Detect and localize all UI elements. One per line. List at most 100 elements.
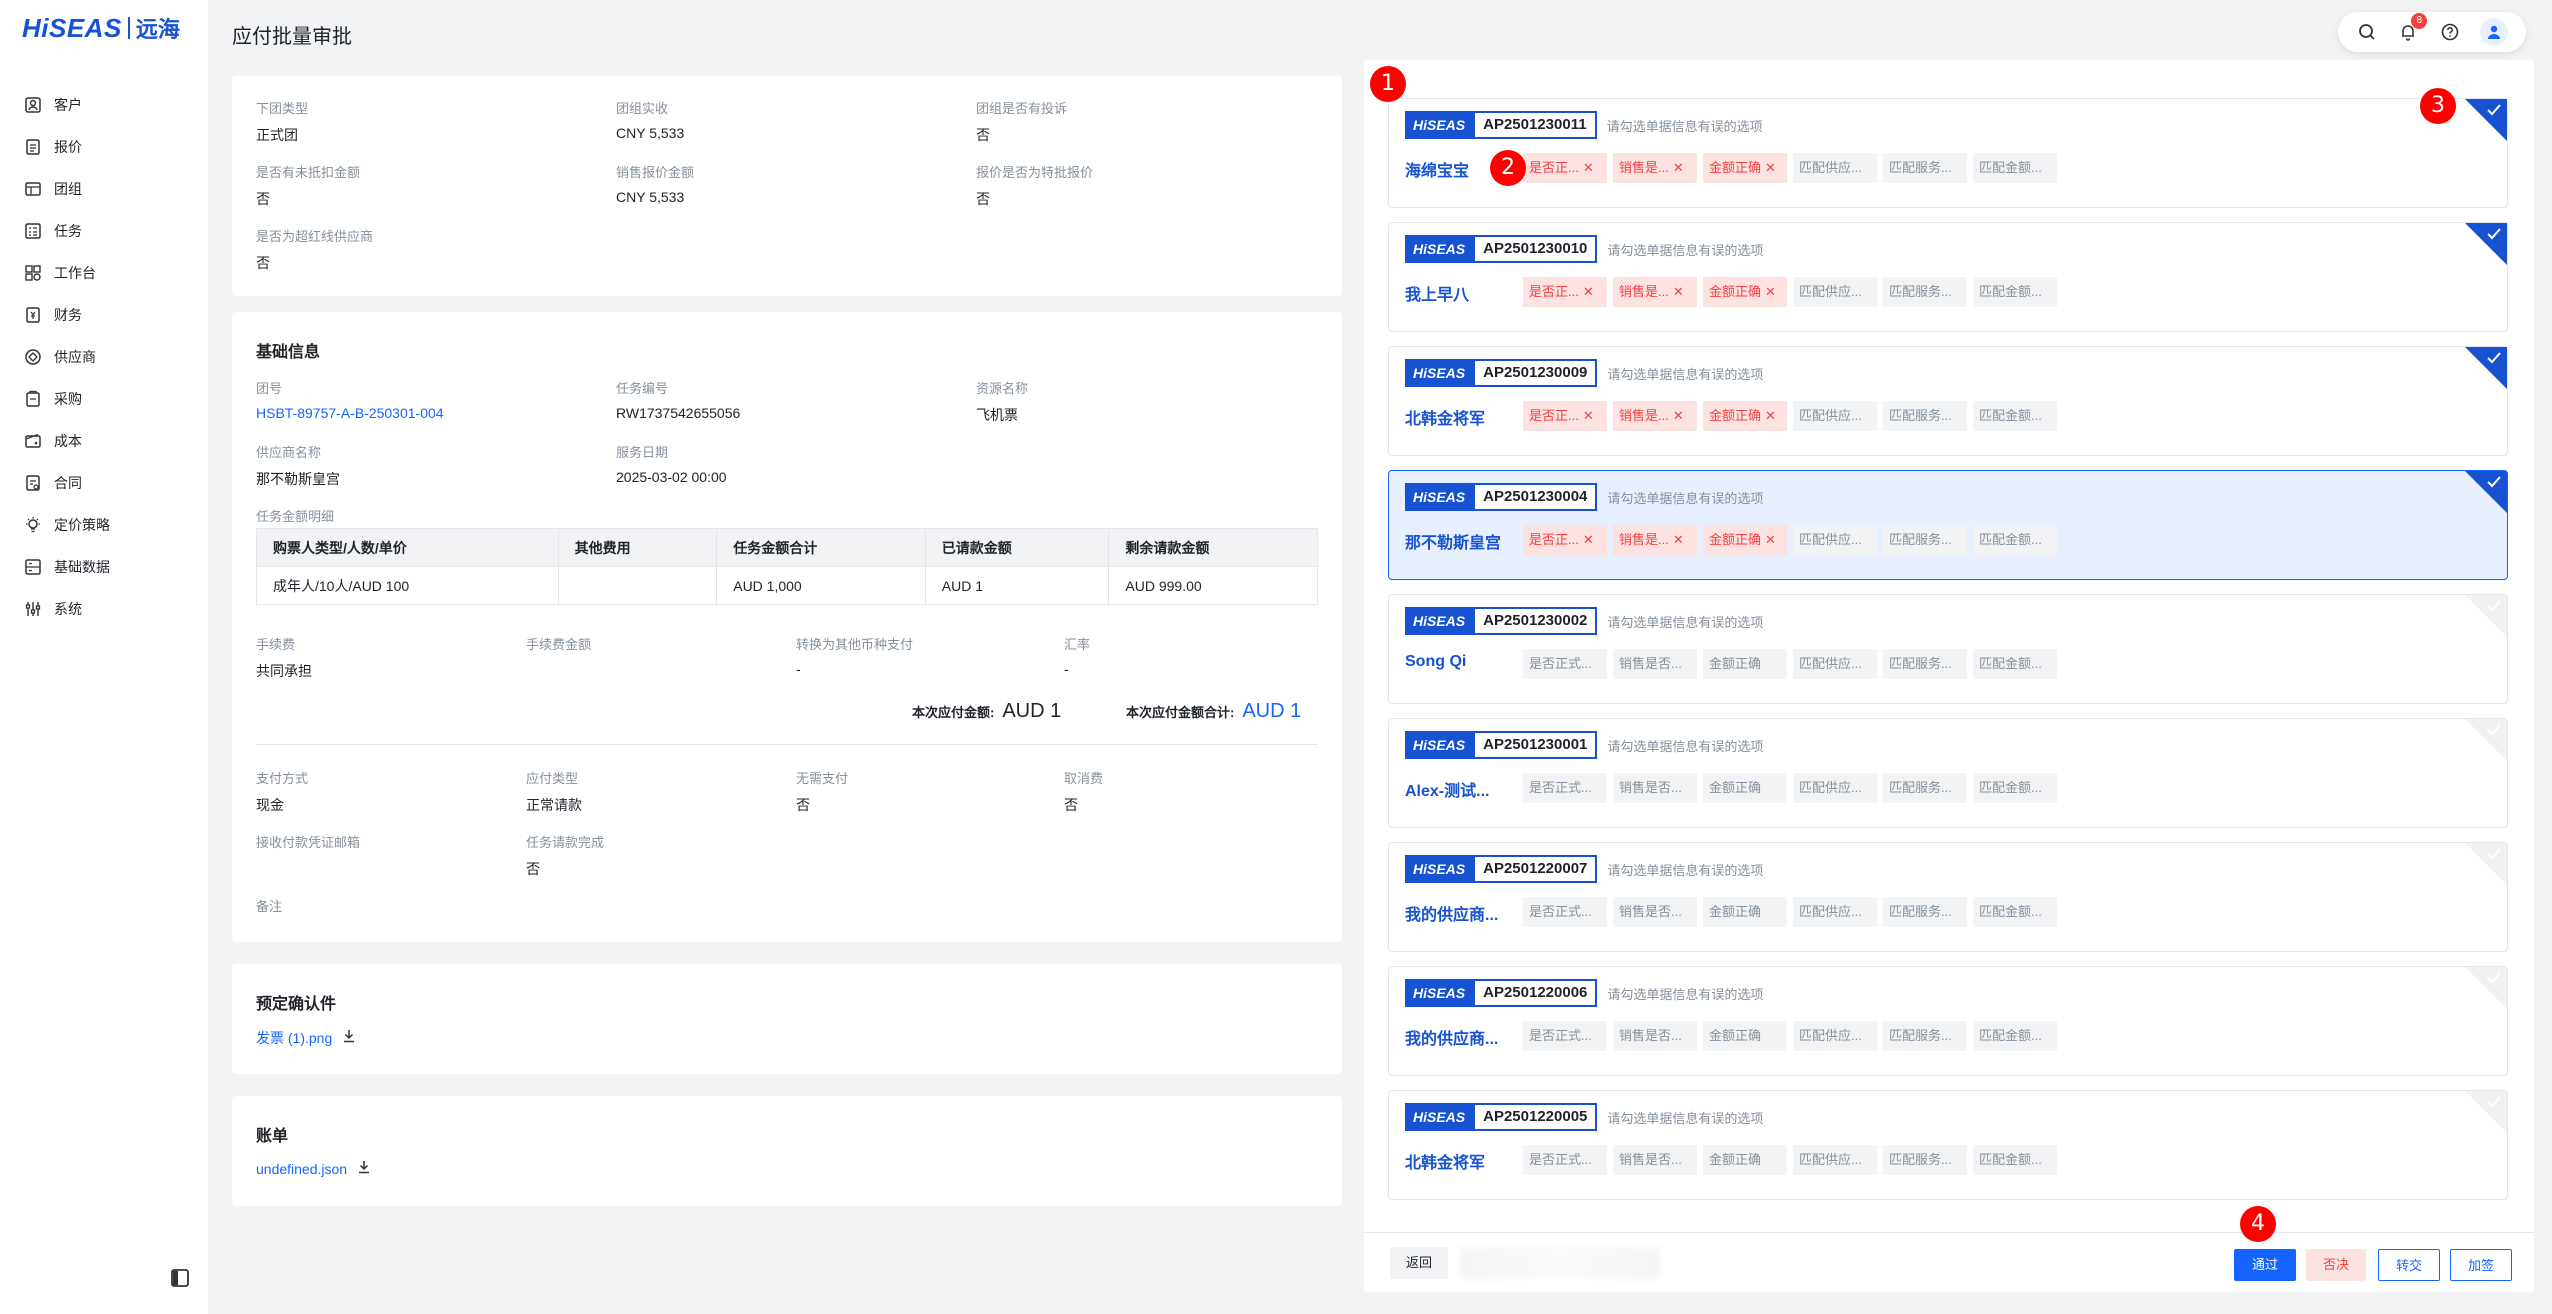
back-button[interactable]: 返回 <box>1390 1247 1448 1279</box>
approval-item[interactable]: HiSEAS AP2501220005 请勾选单据信息有误的选项 北韩金将军 是否正式.… <box>1388 1090 2508 1200</box>
ap-number[interactable]: AP2501230002 <box>1473 607 1598 635</box>
download-icon[interactable] <box>357 1160 371 1178</box>
check-chip[interactable]: 匹配供应... <box>1793 525 1877 555</box>
pass-button[interactable]: 通过 <box>2234 1249 2296 1281</box>
ap-number[interactable]: AP2501230011 <box>1473 111 1597 139</box>
approval-item[interactable]: HiSEAS AP2501230010 请勾选单据信息有误的选项 我上早八 是否正...… <box>1388 222 2508 332</box>
check-chip[interactable]: 匹配金额... <box>1973 649 2057 679</box>
remove-icon[interactable]: ✕ <box>1582 160 1594 175</box>
check-chip[interactable]: 是否正式... <box>1523 649 1607 679</box>
sidebar-item-11[interactable]: 基础数据 <box>24 546 194 588</box>
check-chip[interactable]: 销售是... ✕ <box>1613 277 1697 307</box>
ap-number[interactable]: AP2501230001 <box>1473 731 1598 759</box>
check-chip[interactable]: 匹配供应... <box>1793 649 1877 679</box>
check-chip[interactable]: 是否正式... <box>1523 773 1607 803</box>
check-chip[interactable]: 金额正确 <box>1703 897 1787 927</box>
check-chip[interactable]: 匹配金额... <box>1973 401 2057 431</box>
check-chip[interactable]: 匹配服务... <box>1883 1021 1967 1051</box>
ap-number[interactable]: AP2501220007 <box>1473 855 1598 883</box>
check-chip[interactable]: 匹配金额... <box>1973 897 2057 927</box>
approval-item[interactable]: HiSEAS AP2501230002 请勾选单据信息有误的选项 Song Qi 是否正… <box>1388 594 2508 704</box>
approval-item[interactable]: HiSEAS AP2501220007 请勾选单据信息有误的选项 我的供应商... 是否… <box>1388 842 2508 952</box>
supplier-name[interactable]: Alex-测试... <box>1405 783 1490 800</box>
check-chip[interactable]: 匹配服务... <box>1883 773 1967 803</box>
check-chip[interactable]: 匹配金额... <box>1973 525 2057 555</box>
check-chip[interactable]: 匹配金额... <box>1973 153 2057 183</box>
remove-icon[interactable]: ✕ <box>1582 532 1594 547</box>
remove-icon[interactable]: ✕ <box>1582 408 1594 423</box>
check-chip[interactable]: 金额正确 <box>1703 649 1787 679</box>
check-chip[interactable]: 是否正... ✕ <box>1523 277 1607 307</box>
confirm-file-link[interactable]: 发票 (1).png <box>256 1030 333 1046</box>
check-chip[interactable]: 匹配供应... <box>1793 401 1877 431</box>
approval-item[interactable]: HiSEAS AP2501230009 请勾选单据信息有误的选项 北韩金将军 是否正..… <box>1388 346 2508 456</box>
sidebar-item-5[interactable]: 财务 <box>24 294 194 336</box>
check-chip[interactable]: 匹配服务... <box>1883 897 1967 927</box>
sidebar-item-9[interactable]: 合同 <box>24 462 194 504</box>
check-chip[interactable]: 金额正确 ✕ <box>1703 277 1787 307</box>
sidebar-item-6[interactable]: 供应商 <box>24 336 194 378</box>
check-chip[interactable]: 金额正确 <box>1703 1145 1787 1175</box>
check-chip[interactable]: 匹配供应... <box>1793 1021 1877 1051</box>
logo[interactable]: HiSEAS 远海 <box>22 12 180 44</box>
check-chip[interactable]: 销售是... ✕ <box>1613 401 1697 431</box>
check-chip[interactable]: 是否正式... <box>1523 1145 1607 1175</box>
supplier-name[interactable]: 我的供应商... <box>1405 907 1499 924</box>
supplier-name[interactable]: 我的供应商... <box>1405 1031 1499 1048</box>
check-chip[interactable]: 匹配金额... <box>1973 1145 2057 1175</box>
check-chip[interactable]: 匹配金额... <box>1973 277 2057 307</box>
check-chip[interactable]: 金额正确 ✕ <box>1703 153 1787 183</box>
remove-icon[interactable]: ✕ <box>1765 408 1776 423</box>
supplier-name[interactable]: 我上早八 <box>1405 287 1470 304</box>
remove-icon[interactable]: ✕ <box>1672 284 1684 299</box>
approval-item[interactable]: HiSEAS AP2501230004 请勾选单据信息有误的选项 那不勒斯皇宫 是否正.… <box>1388 470 2508 580</box>
check-chip[interactable]: 销售是否... <box>1613 773 1697 803</box>
check-chip[interactable]: 匹配服务... <box>1883 649 1967 679</box>
check-chip[interactable]: 匹配金额... <box>1973 773 2057 803</box>
check-chip[interactable]: 匹配服务... <box>1883 401 1967 431</box>
supplier-name[interactable]: 那不勒斯皇宫 <box>1405 535 1502 552</box>
check-chip[interactable]: 是否正式... <box>1523 897 1607 927</box>
check-chip[interactable]: 是否正... ✕ <box>1523 401 1607 431</box>
remove-icon[interactable]: ✕ <box>1672 160 1684 175</box>
remove-icon[interactable]: ✕ <box>1582 284 1594 299</box>
approval-item[interactable]: HiSEAS AP2501220006 请勾选单据信息有误的选项 我的供应商... 是否… <box>1388 966 2508 1076</box>
sidebar-item-1[interactable]: 报价 <box>24 126 194 168</box>
check-chip[interactable]: 匹配供应... <box>1793 277 1877 307</box>
avatar[interactable] <box>2480 18 2509 46</box>
approval-item[interactable]: HiSEAS AP2501230001 请勾选单据信息有误的选项 Alex-测试...… <box>1388 718 2508 828</box>
sidebar-item-2[interactable]: 团组 <box>24 168 194 210</box>
ap-number[interactable]: AP2501230004 <box>1473 483 1598 511</box>
bill-file-link[interactable]: undefined.json <box>256 1161 348 1177</box>
check-chip[interactable]: 匹配供应... <box>1793 773 1877 803</box>
search-icon[interactable] <box>2356 21 2378 43</box>
supplier-name[interactable]: 北韩金将军 <box>1405 1155 1486 1172</box>
sidebar-item-10[interactable]: 定价策略 <box>24 504 194 546</box>
reject-button[interactable]: 否决 <box>2306 1249 2366 1281</box>
collapse-sidebar-icon[interactable] <box>170 1268 190 1288</box>
help-icon[interactable] <box>2439 21 2461 43</box>
check-chip[interactable]: 销售是否... <box>1613 1021 1697 1051</box>
ap-number[interactable]: AP2501230010 <box>1473 235 1598 263</box>
sidebar-item-0[interactable]: 客户 <box>24 84 194 126</box>
approval-item[interactable]: HiSEAS AP2501230011 请勾选单据信息有误的选项 海绵宝宝 是否正...… <box>1388 98 2508 208</box>
bell-icon[interactable]: 8 <box>2397 13 2428 43</box>
check-chip[interactable]: 匹配服务... <box>1883 153 1967 183</box>
ap-number[interactable]: AP2501220005 <box>1473 1103 1598 1131</box>
ap-number[interactable]: AP2501230009 <box>1473 359 1598 387</box>
check-chip[interactable]: 销售是否... <box>1613 897 1697 927</box>
check-chip[interactable]: 金额正确 ✕ <box>1703 401 1787 431</box>
check-chip[interactable]: 是否正式... <box>1523 1021 1607 1051</box>
remove-icon[interactable]: ✕ <box>1765 532 1776 547</box>
sidebar-item-12[interactable]: 系统 <box>24 588 194 630</box>
sidebar-item-8[interactable]: 成本 <box>24 420 194 462</box>
check-chip[interactable]: 销售是... ✕ <box>1613 525 1697 555</box>
download-icon[interactable] <box>342 1029 356 1047</box>
transfer-button[interactable]: 转交 <box>2378 1249 2440 1281</box>
add-sign-button[interactable]: 加签 <box>2450 1249 2512 1281</box>
check-chip[interactable]: 匹配服务... <box>1883 277 1967 307</box>
remove-icon[interactable]: ✕ <box>1765 284 1776 299</box>
check-chip[interactable]: 匹配供应... <box>1793 897 1877 927</box>
remove-icon[interactable]: ✕ <box>1672 408 1684 423</box>
check-chip[interactable]: 匹配服务... <box>1883 1145 1967 1175</box>
